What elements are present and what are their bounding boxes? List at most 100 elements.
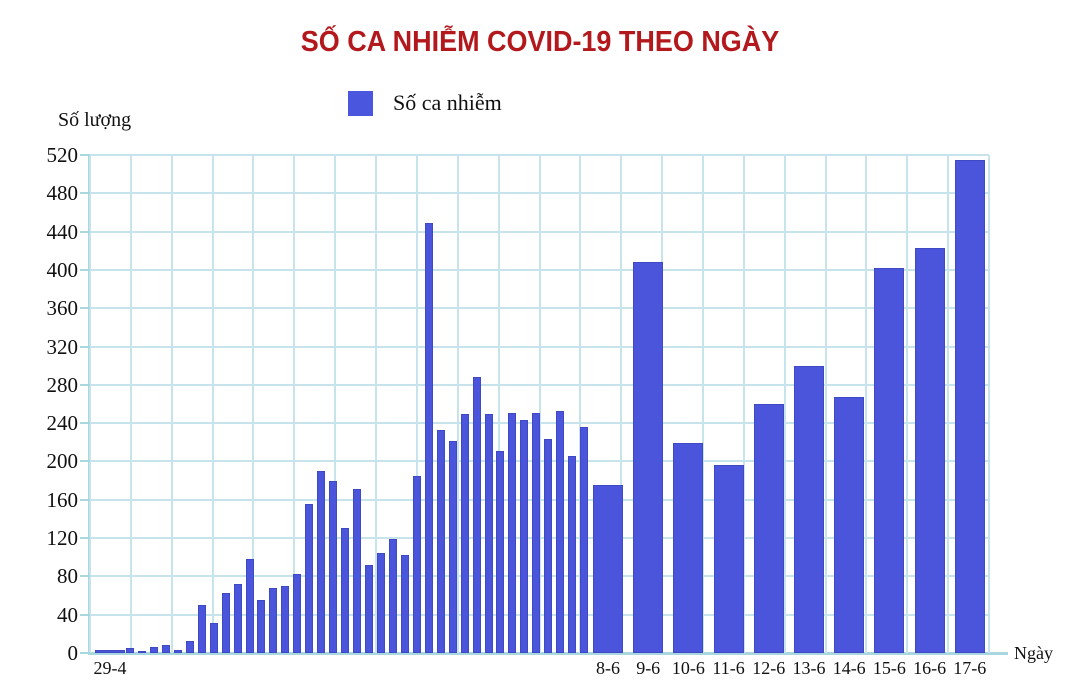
x-tick-label: 9-6 xyxy=(636,658,661,678)
x-tick-label: 12-6 xyxy=(752,658,786,678)
gridline-v xyxy=(497,155,500,653)
y-tick-mark xyxy=(80,383,90,386)
y-tick-mark xyxy=(80,613,90,616)
gridline-v xyxy=(988,155,990,653)
bar xyxy=(126,648,134,653)
x-tick-label: 15-6 xyxy=(872,658,906,678)
bar xyxy=(257,600,266,653)
y-tick-label: 160 xyxy=(46,487,79,512)
x-axis-line xyxy=(88,652,1008,655)
bar xyxy=(954,159,985,653)
gridline-v xyxy=(742,155,745,653)
bar xyxy=(269,587,278,653)
bar xyxy=(448,441,457,653)
chart-title: SỐ CA NHIỄM COVID-19 THEO NGÀY xyxy=(300,26,780,58)
y-axis-title: Số lượng xyxy=(58,109,132,131)
bar xyxy=(436,429,445,653)
bar xyxy=(185,640,194,653)
bar xyxy=(173,650,182,653)
bar xyxy=(233,584,242,653)
y-tick-label: 320 xyxy=(46,334,79,359)
y-tick-label: 120 xyxy=(46,526,79,551)
bar xyxy=(532,412,541,653)
gridline-v xyxy=(252,155,255,653)
bar xyxy=(874,268,905,653)
legend-label: Số ca nhiễm xyxy=(393,90,502,115)
bar xyxy=(400,555,409,653)
bar xyxy=(753,404,784,653)
y-tick-mark xyxy=(80,345,90,348)
x-tick-label: 10-6 xyxy=(671,658,705,678)
bar xyxy=(556,410,565,653)
gridline-v xyxy=(129,155,132,653)
y-tick-label: 440 xyxy=(46,219,79,244)
bar xyxy=(472,377,481,653)
y-tick-label: 0 xyxy=(67,641,79,665)
bar xyxy=(520,420,529,653)
gridline-v xyxy=(947,155,950,653)
gridline-v xyxy=(456,155,459,653)
gridline-v xyxy=(538,155,541,653)
y-tick-label: 480 xyxy=(46,181,79,206)
bar xyxy=(329,480,338,653)
bar xyxy=(580,427,589,653)
gridline-v xyxy=(783,155,786,653)
y-tick-mark xyxy=(80,268,90,271)
gridline-v xyxy=(415,155,418,653)
y-tick-mark xyxy=(80,498,90,501)
y-tick-mark xyxy=(80,230,90,233)
gridline-v xyxy=(824,155,827,653)
y-tick-label: 280 xyxy=(46,372,79,397)
bar xyxy=(365,564,373,653)
bar xyxy=(544,439,553,653)
bar xyxy=(209,623,218,653)
bar xyxy=(161,645,170,653)
y-tick-mark xyxy=(80,652,90,654)
gridline-v xyxy=(293,155,296,653)
bar xyxy=(460,413,469,653)
y-tick-mark xyxy=(80,307,90,310)
bar xyxy=(508,412,517,653)
x-tick-label: 16-6 xyxy=(913,658,947,678)
legend: Số ca nhiễm xyxy=(348,90,502,116)
bar xyxy=(673,443,704,653)
gridline-v xyxy=(375,155,378,653)
bar xyxy=(221,592,230,653)
bar xyxy=(353,489,362,653)
bar xyxy=(424,223,433,653)
bar xyxy=(376,553,385,653)
bar xyxy=(713,465,744,653)
x-tick-label: 17-6 xyxy=(953,658,987,678)
legend-swatch xyxy=(348,90,373,116)
bar xyxy=(305,503,314,653)
bar xyxy=(412,475,421,653)
bar xyxy=(633,262,664,653)
bar xyxy=(281,585,290,653)
bar xyxy=(341,527,350,653)
y-tick-mark xyxy=(80,154,90,156)
gridline-v xyxy=(334,155,337,653)
gridline-v xyxy=(620,155,623,653)
bar xyxy=(137,651,146,653)
y-tick-label: 200 xyxy=(46,449,79,474)
bar xyxy=(914,247,945,653)
gridline-v xyxy=(906,155,909,653)
bar xyxy=(293,574,302,653)
gridline-v xyxy=(865,155,868,653)
gridline-v xyxy=(579,155,582,653)
bar xyxy=(149,647,158,653)
bar xyxy=(95,650,125,653)
bar xyxy=(245,559,254,653)
x-axis-title: Ngày xyxy=(1014,643,1053,663)
gridline-v xyxy=(701,155,704,653)
y-tick-label: 360 xyxy=(46,296,79,321)
x-tick-label: 8-6 xyxy=(596,658,620,678)
x-tick-label: 29-4 xyxy=(93,658,127,678)
x-tick-label: 13-6 xyxy=(792,658,826,678)
y-tick-mark xyxy=(80,537,90,540)
bar xyxy=(794,365,824,653)
bar xyxy=(388,539,397,653)
y-tick-mark xyxy=(80,422,90,425)
y-tick-mark xyxy=(80,192,90,195)
